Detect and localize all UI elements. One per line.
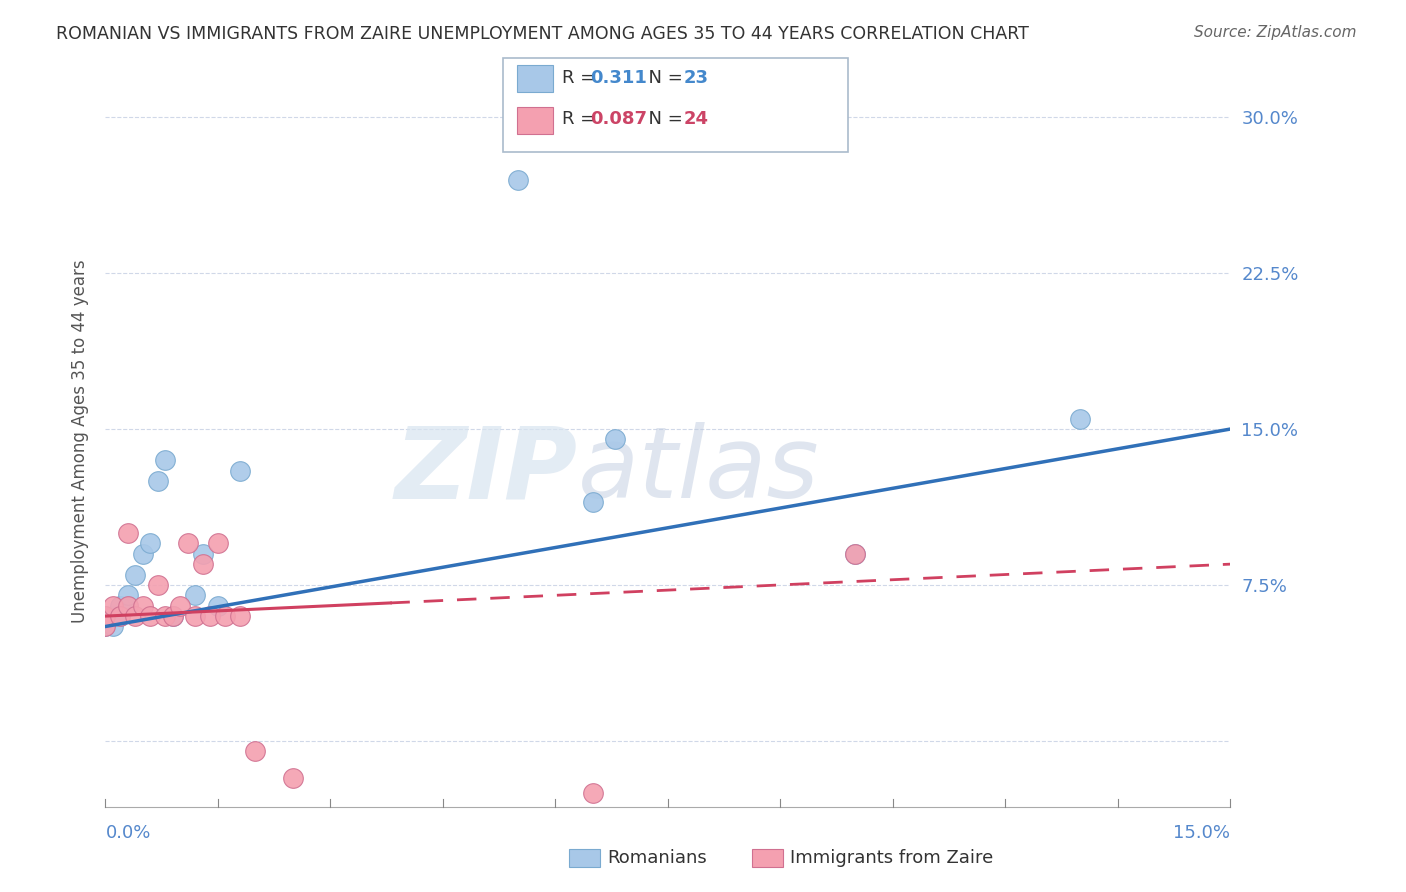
Text: Immigrants from Zaire: Immigrants from Zaire (790, 849, 994, 867)
Text: 24: 24 (683, 110, 709, 128)
Point (169, 599, 191, 613)
Point (132, 599, 155, 613)
Point (139, 609, 162, 624)
Point (146, 474, 169, 488)
Text: ZIP: ZIP (395, 422, 578, 519)
Point (94, 619, 117, 633)
Point (582, 786, 605, 800)
Point (229, 464, 252, 478)
Point (582, 495, 605, 509)
Point (191, 547, 214, 561)
Text: N =: N = (637, 110, 689, 128)
Point (191, 557, 214, 571)
Point (200, 609, 222, 624)
Text: 23: 23 (683, 69, 709, 87)
Point (101, 609, 124, 624)
Point (139, 536, 162, 550)
Text: 0.311: 0.311 (591, 69, 647, 87)
Point (146, 578, 169, 592)
Point (844, 547, 866, 561)
Text: R =: R = (562, 69, 602, 87)
Point (110, 609, 132, 624)
Point (245, 744, 267, 758)
Text: atlas: atlas (578, 422, 820, 519)
Point (214, 609, 236, 624)
Text: R =: R = (562, 110, 602, 128)
Point (844, 547, 866, 561)
Point (101, 599, 124, 613)
Point (184, 609, 207, 624)
Text: 0.087: 0.087 (591, 110, 648, 128)
Point (117, 525, 139, 540)
Point (155, 453, 177, 467)
Point (117, 599, 139, 613)
Point (281, 771, 304, 785)
Point (117, 599, 139, 613)
Point (94, 609, 117, 624)
Point (132, 547, 155, 561)
Text: 15.0%: 15.0% (1173, 824, 1230, 842)
Point (605, 433, 627, 447)
Point (1069, 411, 1091, 425)
Y-axis label: Unemployment Among Ages 35 to 44 years: Unemployment Among Ages 35 to 44 years (70, 260, 89, 624)
Text: Romanians: Romanians (607, 849, 707, 867)
Point (207, 536, 229, 550)
Point (162, 609, 184, 624)
Point (506, 172, 529, 186)
Point (177, 536, 200, 550)
Text: Source: ZipAtlas.com: Source: ZipAtlas.com (1194, 25, 1357, 40)
Text: ROMANIAN VS IMMIGRANTS FROM ZAIRE UNEMPLOYMENT AMONG AGES 35 TO 44 YEARS CORRELA: ROMANIAN VS IMMIGRANTS FROM ZAIRE UNEMPL… (56, 25, 1029, 43)
Point (184, 588, 207, 602)
Point (229, 609, 252, 624)
Text: N =: N = (637, 69, 689, 87)
Point (110, 599, 132, 613)
Point (207, 599, 229, 613)
Point (94, 609, 117, 624)
Point (94, 619, 117, 633)
Point (124, 567, 146, 582)
Point (155, 609, 177, 624)
Point (124, 609, 146, 624)
Point (162, 609, 184, 624)
Point (101, 619, 124, 633)
Point (117, 588, 139, 602)
Text: 0.0%: 0.0% (105, 824, 150, 842)
Point (110, 609, 132, 624)
